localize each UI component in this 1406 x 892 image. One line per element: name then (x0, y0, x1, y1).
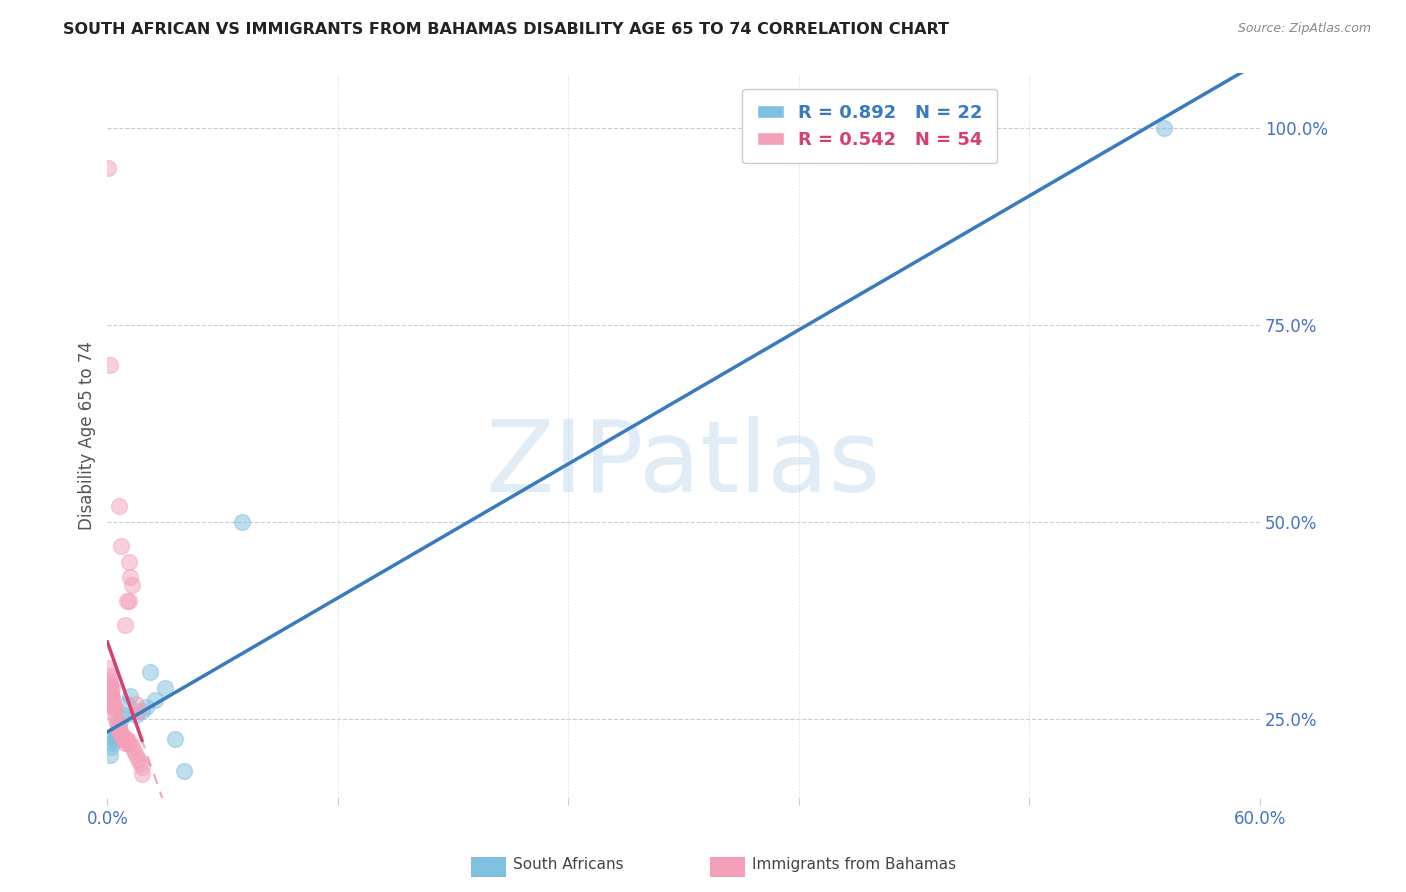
Point (98, 684, 121, 698)
Point (110, 728, 132, 742)
Point (121, 578, 143, 592)
Point (100, 689, 122, 703)
Text: South Africans: South Africans (513, 857, 624, 872)
Point (111, 731, 134, 746)
Point (145, 692, 167, 706)
Point (110, 712, 132, 726)
Point (101, 692, 124, 706)
Legend: R = 0.892   N = 22, R = 0.542   N = 54: R = 0.892 N = 22, R = 0.542 N = 54 (742, 89, 997, 163)
Point (100, 689, 122, 703)
Point (117, 594, 139, 608)
Point (98, 661, 121, 675)
Point (100, 739, 122, 754)
Point (97, 161, 120, 175)
Point (98, 669, 121, 683)
Point (115, 697, 138, 711)
Point (97, 673, 120, 687)
Point (153, 681, 176, 695)
Point (131, 759, 153, 773)
Point (120, 689, 142, 703)
Point (131, 767, 153, 781)
Point (114, 731, 136, 746)
Point (114, 736, 136, 750)
Point (135, 700, 157, 714)
Point (121, 739, 143, 754)
Point (163, 731, 186, 746)
Point (231, 515, 253, 529)
Point (103, 700, 125, 714)
Point (101, 736, 124, 750)
Point (127, 752, 149, 766)
Point (105, 731, 128, 746)
Point (107, 720, 129, 734)
Point (100, 689, 122, 703)
Point (117, 555, 139, 569)
Text: ZIPatlas: ZIPatlas (486, 416, 882, 513)
Point (108, 500, 131, 514)
Point (115, 731, 138, 746)
Point (125, 747, 148, 762)
Point (112, 731, 135, 746)
Point (110, 539, 132, 553)
Point (115, 594, 138, 608)
Point (98, 358, 121, 372)
Point (98, 747, 121, 762)
Point (111, 728, 134, 742)
Point (138, 665, 160, 679)
Point (100, 684, 122, 698)
Text: Immigrants from Bahamas: Immigrants from Bahamas (752, 857, 956, 872)
Point (101, 697, 124, 711)
Point (173, 764, 195, 778)
Point (117, 736, 139, 750)
Point (100, 681, 122, 695)
Point (120, 570, 142, 584)
Point (101, 697, 124, 711)
Point (105, 728, 128, 742)
Point (1153, 121, 1175, 136)
Point (122, 744, 145, 758)
Point (104, 708, 127, 723)
Point (120, 736, 142, 750)
Point (108, 720, 131, 734)
Point (98, 677, 121, 691)
Text: SOUTH AFRICAN VS IMMIGRANTS FROM BAHAMAS DISABILITY AGE 65 TO 74 CORRELATION CHA: SOUTH AFRICAN VS IMMIGRANTS FROM BAHAMAS… (63, 22, 949, 37)
Point (103, 700, 125, 714)
Point (111, 708, 134, 723)
Point (101, 692, 124, 706)
Point (131, 705, 153, 719)
Point (108, 724, 131, 739)
Point (127, 705, 149, 719)
Point (98, 677, 121, 691)
Point (103, 728, 125, 742)
Point (98, 681, 121, 695)
Point (105, 712, 128, 726)
Point (125, 697, 148, 711)
Point (125, 708, 148, 723)
Text: Source: ZipAtlas.com: Source: ZipAtlas.com (1237, 22, 1371, 36)
Point (100, 684, 122, 698)
Point (129, 756, 152, 770)
Point (101, 731, 124, 746)
Point (105, 716, 128, 731)
Point (114, 617, 136, 632)
Point (108, 724, 131, 739)
Y-axis label: Disability Age 65 to 74: Disability Age 65 to 74 (79, 341, 96, 530)
Point (101, 700, 124, 714)
